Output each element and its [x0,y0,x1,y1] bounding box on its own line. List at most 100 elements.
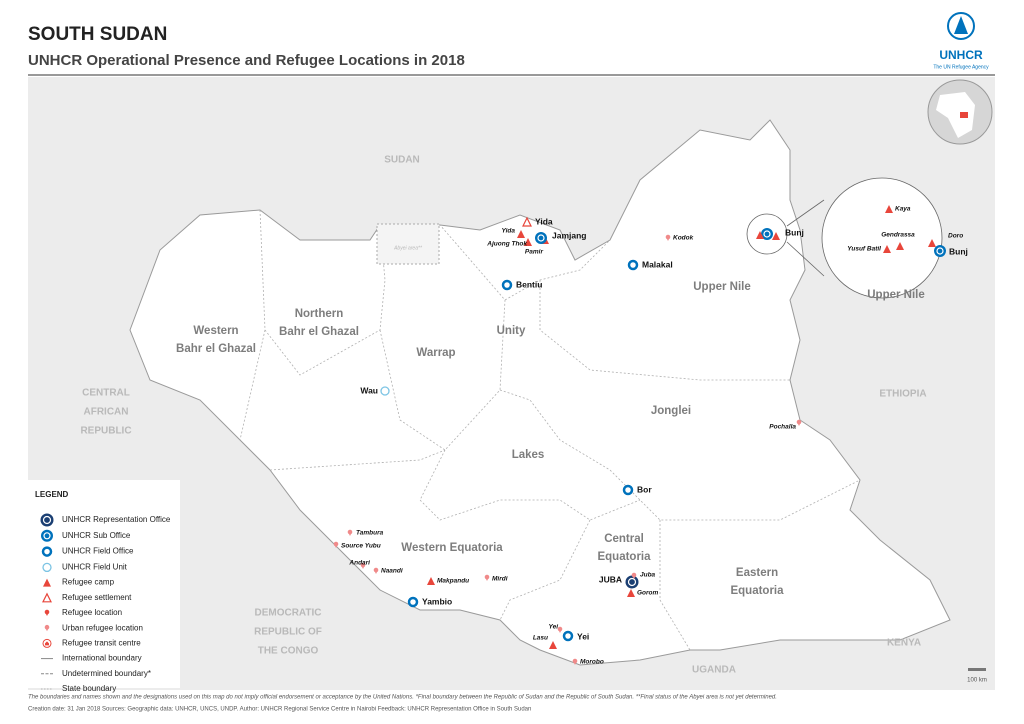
symbol-part [522,216,532,227]
symbol-part [883,245,891,253]
state-boundaries [239,209,861,651]
symbol-field-unit [380,386,390,396]
state-label: Northern [295,308,344,320]
legend-label: UNHCR Field Office [62,547,134,556]
scale-bar [968,668,986,671]
logo: UNHCR The UN Refugee Agency [933,12,989,70]
symbol-urban [44,624,50,632]
state-label: Bahr el Ghazal [279,326,359,338]
symbol-urban [373,567,379,574]
symbol-part [936,247,944,255]
location-label: Bentiu [516,279,542,289]
state-boundary [269,449,446,471]
symbol-urban [333,541,339,548]
symbol-transit [42,638,52,648]
state-label: Upper Nile [693,281,751,293]
symbol-part [42,562,52,573]
symbol-part [43,532,51,540]
location-label: Yei [548,624,558,631]
symbol-part [928,239,936,247]
symbol-field-unit [42,562,52,573]
symbol-part [622,484,634,496]
symbol-camp [43,578,51,587]
state-boundary [539,280,790,381]
symbol-part [45,641,49,646]
symbol-part [41,529,53,542]
credits: Creation date: 31 Jan 2018 Sources: Geog… [28,707,531,713]
symbol-camp [627,589,635,597]
symbol-part [537,234,545,242]
state-label: Western [193,325,238,337]
symbol-part [627,577,637,587]
legend-title: LEGEND [35,490,69,499]
state-boundary [499,389,861,521]
symbol-sub-office [934,245,946,257]
location-label: Lasu [533,635,548,642]
abyei-area [376,223,440,265]
state-label: Jonglei [651,405,691,417]
symbol-field-office [501,279,513,291]
location-label: Gorom [637,590,659,597]
symbol-part [756,231,764,239]
symbol-part [573,662,577,665]
location-label: Ajuong Thok [486,241,527,248]
location-label: Tambura [356,530,384,537]
symbol-urban [631,572,637,579]
symbol-camp [772,232,780,240]
legend-label: Refugee settlement [62,593,132,602]
location-label: Yida [535,216,553,226]
country-label: ETHIOPIA [879,389,926,400]
legend-label: Refugee location [62,608,122,617]
symbol-field-office [562,630,574,642]
symbol-part [42,592,52,603]
symbol-camp [896,242,904,250]
legend-label: UNHCR Representation Office [62,515,171,524]
symbol-part [934,245,946,257]
symbol-part [896,242,904,250]
symbol-camp [883,245,891,253]
inset-circle [821,177,943,299]
inset-connector [786,199,825,227]
map: 100 km [28,77,995,690]
globe [927,79,993,145]
inset-label: Kaya [895,206,911,213]
location-label: Mirdi [492,576,508,583]
state-label: Eastern [736,567,778,579]
location-label: Kodok [673,235,694,242]
symbol-part [45,613,49,616]
location-label: Source Yubu [341,543,381,550]
symbol-camp [427,577,435,585]
symbol-part [40,513,54,527]
symbol-urban [665,234,671,241]
country-label: SUDAN [384,155,420,166]
symbol-rep-office [625,575,639,589]
inset-connector [786,241,825,277]
symbol-settlement [42,592,52,603]
symbol-part [524,238,532,246]
symbol-part [43,578,51,587]
legend-label: International boundary [62,654,142,663]
symbol-settlement [522,216,532,227]
inset-label: Bunj [949,246,968,256]
location-label: Pochalla [769,424,796,431]
state-label: Western Equatoria [401,542,503,554]
symbol-camp [928,239,936,247]
symbol-part [42,515,52,525]
location-label: JUBA [599,574,622,584]
symbol-sub-office [41,529,53,542]
location-label: Malakal [642,259,673,269]
symbol-field-office [627,259,639,271]
symbol-urban [557,626,563,633]
legend-label: Undetermined boundary* [62,669,151,678]
location-label: Wau [360,385,378,395]
state-label: Central [604,533,644,545]
country-label: Abyei area** [393,245,423,251]
inset-label: Gendrassa [881,232,915,239]
symbol-part [535,232,547,244]
location-label: Yida [502,228,516,235]
state-label: Equatoria [730,585,784,597]
symbol-part [485,578,489,581]
state-label: Equatoria [597,551,651,563]
symbol-part [625,575,639,589]
